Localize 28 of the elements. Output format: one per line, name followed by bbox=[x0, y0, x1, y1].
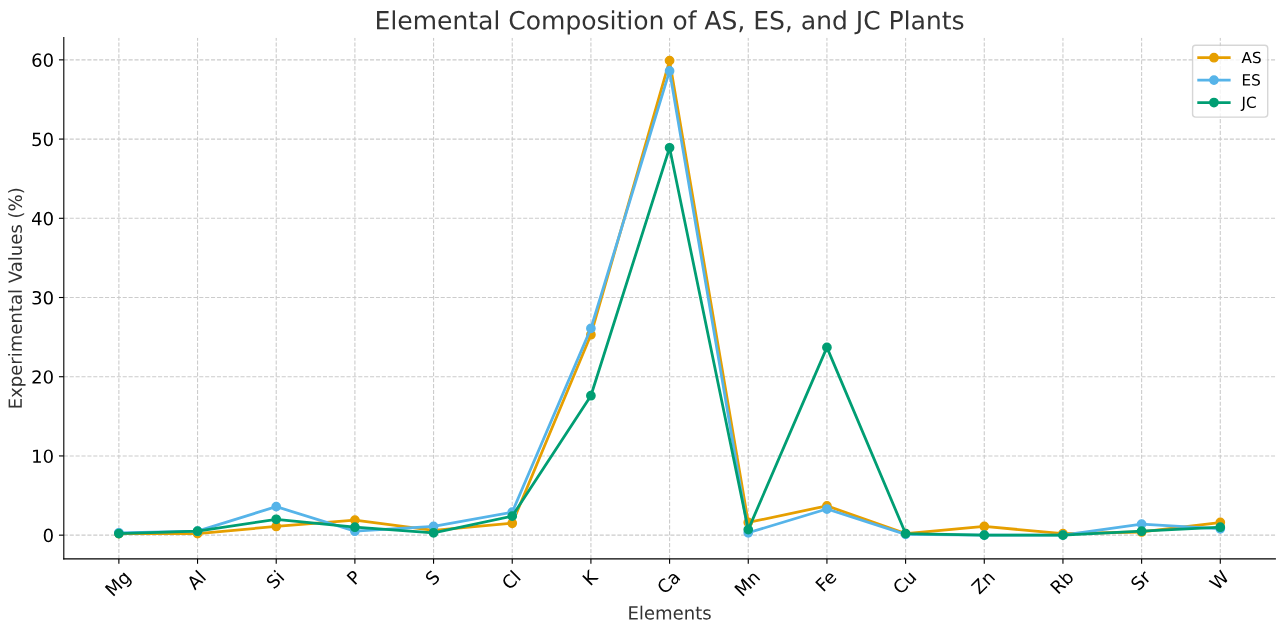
y-axis-title: Experimental Values (%) bbox=[8, 188, 26, 408]
x-tick-label: Sr bbox=[1129, 568, 1152, 592]
x-axis-title: Elements bbox=[629, 605, 711, 620]
chart-title: Elemental Composition of AS, ES, and JC Plants bbox=[377, 10, 964, 35]
y-tick-label: 20 bbox=[32, 370, 53, 384]
legend-label: ES bbox=[1242, 74, 1260, 86]
x-tick-label: Rb bbox=[1049, 569, 1075, 595]
x-tick-label: Cu bbox=[891, 570, 917, 595]
x-tick-label: Mn bbox=[734, 570, 761, 597]
x-tick-label: Ca bbox=[655, 570, 681, 595]
y-tick-label: 50 bbox=[32, 132, 53, 147]
legend-label: AS bbox=[1241, 51, 1261, 64]
x-tick-label: Cl bbox=[500, 569, 521, 591]
x-tick-label: Mg bbox=[104, 570, 134, 599]
x-tick-label: Fe bbox=[815, 569, 838, 592]
x-tick-label: P bbox=[346, 569, 362, 585]
x-tick-label: Al bbox=[185, 569, 207, 591]
y-tick-label: 40 bbox=[31, 211, 53, 226]
legend-label: JC bbox=[1240, 96, 1256, 111]
x-tick-label: S bbox=[424, 569, 441, 586]
x-tick-label: Zn bbox=[970, 570, 996, 595]
x-tick-label: W bbox=[1208, 569, 1230, 591]
y-tick-label: 10 bbox=[33, 449, 53, 464]
x-tick-label: K bbox=[582, 568, 599, 586]
y-tick-label: 60 bbox=[32, 53, 53, 67]
y-tick-label: 0 bbox=[43, 528, 53, 543]
x-tick-label: Si bbox=[265, 569, 285, 590]
y-tick-label: 30 bbox=[32, 290, 53, 305]
